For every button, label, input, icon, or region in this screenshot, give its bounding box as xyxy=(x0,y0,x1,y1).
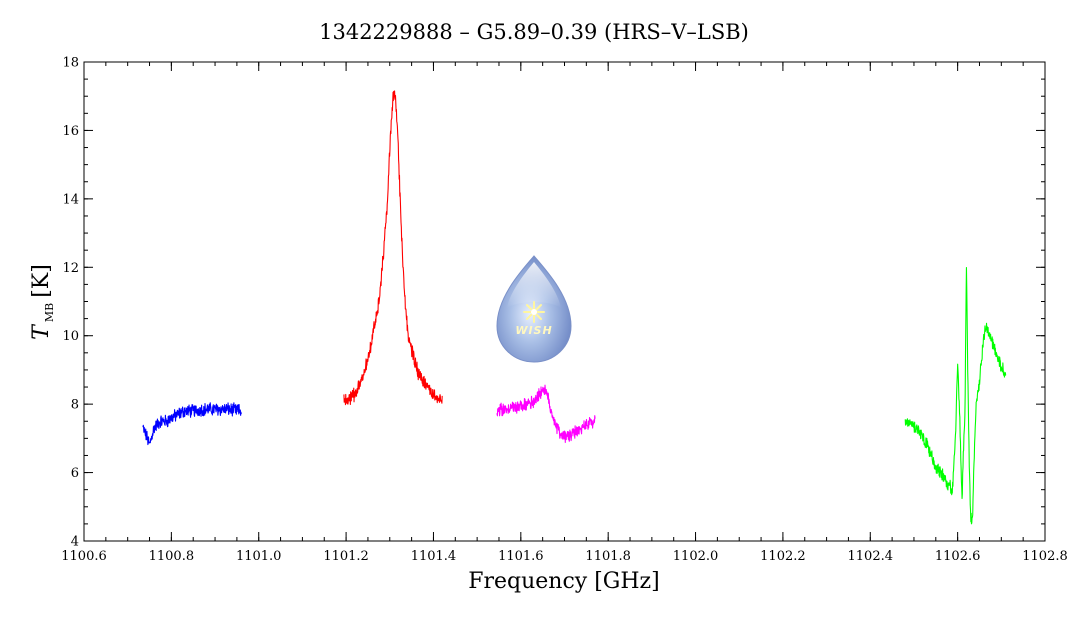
x-tick-label: 1102.4 xyxy=(848,549,894,564)
x-tick-label: 1102.2 xyxy=(760,549,806,564)
x-tick-label: 1101.2 xyxy=(323,549,369,564)
wish-logo: WISH xyxy=(496,255,572,363)
axis-ticks xyxy=(83,61,1046,542)
y-tick-labels: 4 6 8 10 12 14 16 18 xyxy=(62,56,79,550)
y-tick-label: 10 xyxy=(62,329,79,344)
chart-title: 1342229888 – G5.89–0.39 (HRS–V–LSB) xyxy=(319,20,749,44)
x-axis-label: Frequency [GHz] xyxy=(468,569,660,594)
svg-text:TMB[K]: TMB [K] xyxy=(29,264,56,340)
y-tick-label: 14 xyxy=(62,192,79,207)
series-line-4 xyxy=(904,267,1007,525)
wish-logo-text: WISH xyxy=(515,324,552,337)
y-tick-label: 18 xyxy=(62,56,79,71)
x-tick-label: 1101.0 xyxy=(236,549,282,564)
x-tick-label: 1100.6 xyxy=(61,549,107,564)
y-tick-label: 12 xyxy=(62,261,79,276)
y-tick-label: 4 xyxy=(71,535,79,550)
x-tick-label: 1101.8 xyxy=(585,549,631,564)
series-line-1 xyxy=(142,402,242,446)
y-axis-subscript: MB xyxy=(43,303,56,322)
series-line-2 xyxy=(343,90,443,406)
x-tick-label: 1101.6 xyxy=(498,549,544,564)
y-axis-unit: [K] xyxy=(29,264,54,298)
x-tick-labels: 1100.6 1100.8 1101.0 1101.2 1101.4 1101.6 1101… xyxy=(61,549,1068,564)
x-tick-label: 1101.4 xyxy=(411,549,457,564)
x-tick-label: 1102.8 xyxy=(1022,549,1068,564)
series-group xyxy=(142,90,1007,525)
y-axis-symbol: T xyxy=(29,323,54,340)
y-axis-label: TMB [K] xyxy=(29,264,56,340)
y-tick-label: 16 xyxy=(62,124,79,139)
y-tick-label: 6 xyxy=(71,466,79,481)
x-tick-label: 1100.8 xyxy=(149,549,195,564)
x-tick-label: 1102.6 xyxy=(935,549,981,564)
x-tick-label: 1102.0 xyxy=(673,549,719,564)
y-tick-label: 8 xyxy=(71,398,79,413)
series-line-3 xyxy=(496,384,596,444)
